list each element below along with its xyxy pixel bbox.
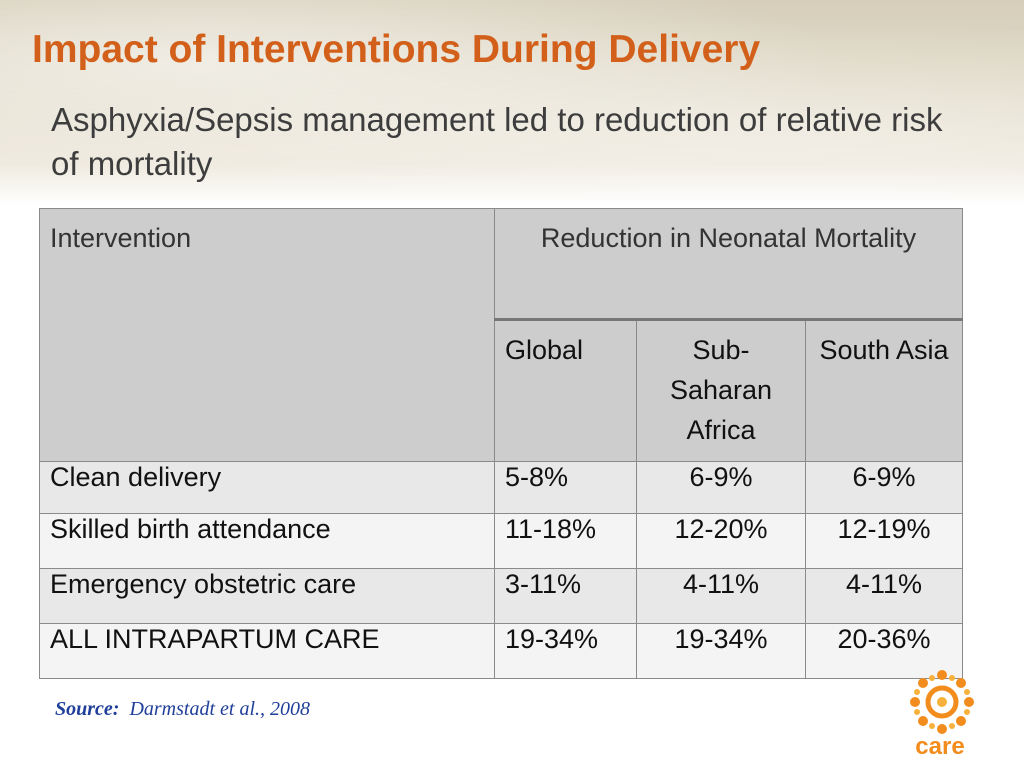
cell-sub-saharan-africa: 19-34% [636,623,806,679]
care-sun-logo-icon [910,670,974,734]
cell-sub-saharan-africa: 4-11% [636,568,806,624]
table-header-row: Intervention Reduction in Neonatal Morta… [39,208,963,462]
header-sub-saharan-africa: Sub-Saharan Africa [636,319,806,462]
care-logo-wordmark: care [915,733,964,758]
table-row: Skilled birth attendance 11-18% 12-20% 1… [39,513,963,569]
header-south-asia: South Asia [805,319,963,462]
care-logo: care [910,670,974,758]
slide-title: Impact of Interventions During Delivery [32,28,761,71]
header-background [0,0,1024,205]
table-row: Emergency obstetric care 3-11% 4-11% 4-1… [39,568,963,624]
cell-global: 3-11% [494,568,637,624]
intervention-table: Intervention Reduction in Neonatal Morta… [39,208,963,679]
cell-global: 5-8% [494,461,637,514]
table-row: ALL INTRAPARTUM CARE 19-34% 19-34% 20-36… [39,623,963,679]
cell-sub-saharan-africa: 12-20% [636,513,806,569]
cell-global: 19-34% [494,623,637,679]
cell-intervention: Emergency obstetric care [39,568,495,624]
cell-south-asia: 4-11% [805,568,963,624]
header-global: Global [494,319,637,462]
cell-south-asia: 6-9% [805,461,963,514]
header-reduction: Reduction in Neonatal Mortality [494,208,963,321]
source-citation: Source: Darmstadt et al., 2008 [55,698,310,721]
cell-global: 11-18% [494,513,637,569]
cell-intervention: Skilled birth attendance [39,513,495,569]
source-text: Darmstadt et al., 2008 [129,698,311,720]
header-intervention: Intervention [39,208,495,462]
slide-subtitle: Asphyxia/Sepsis management led to reduct… [51,101,943,182]
cell-south-asia: 12-19% [805,513,963,569]
cell-sub-saharan-africa: 6-9% [636,461,806,514]
cell-intervention: Clean delivery [39,461,495,514]
cell-south-asia: 20-36% [805,623,963,679]
table-row: Clean delivery 5-8% 6-9% 6-9% [39,461,963,514]
source-label: Source: [55,698,120,720]
cell-intervention: ALL INTRAPARTUM CARE [39,623,495,679]
